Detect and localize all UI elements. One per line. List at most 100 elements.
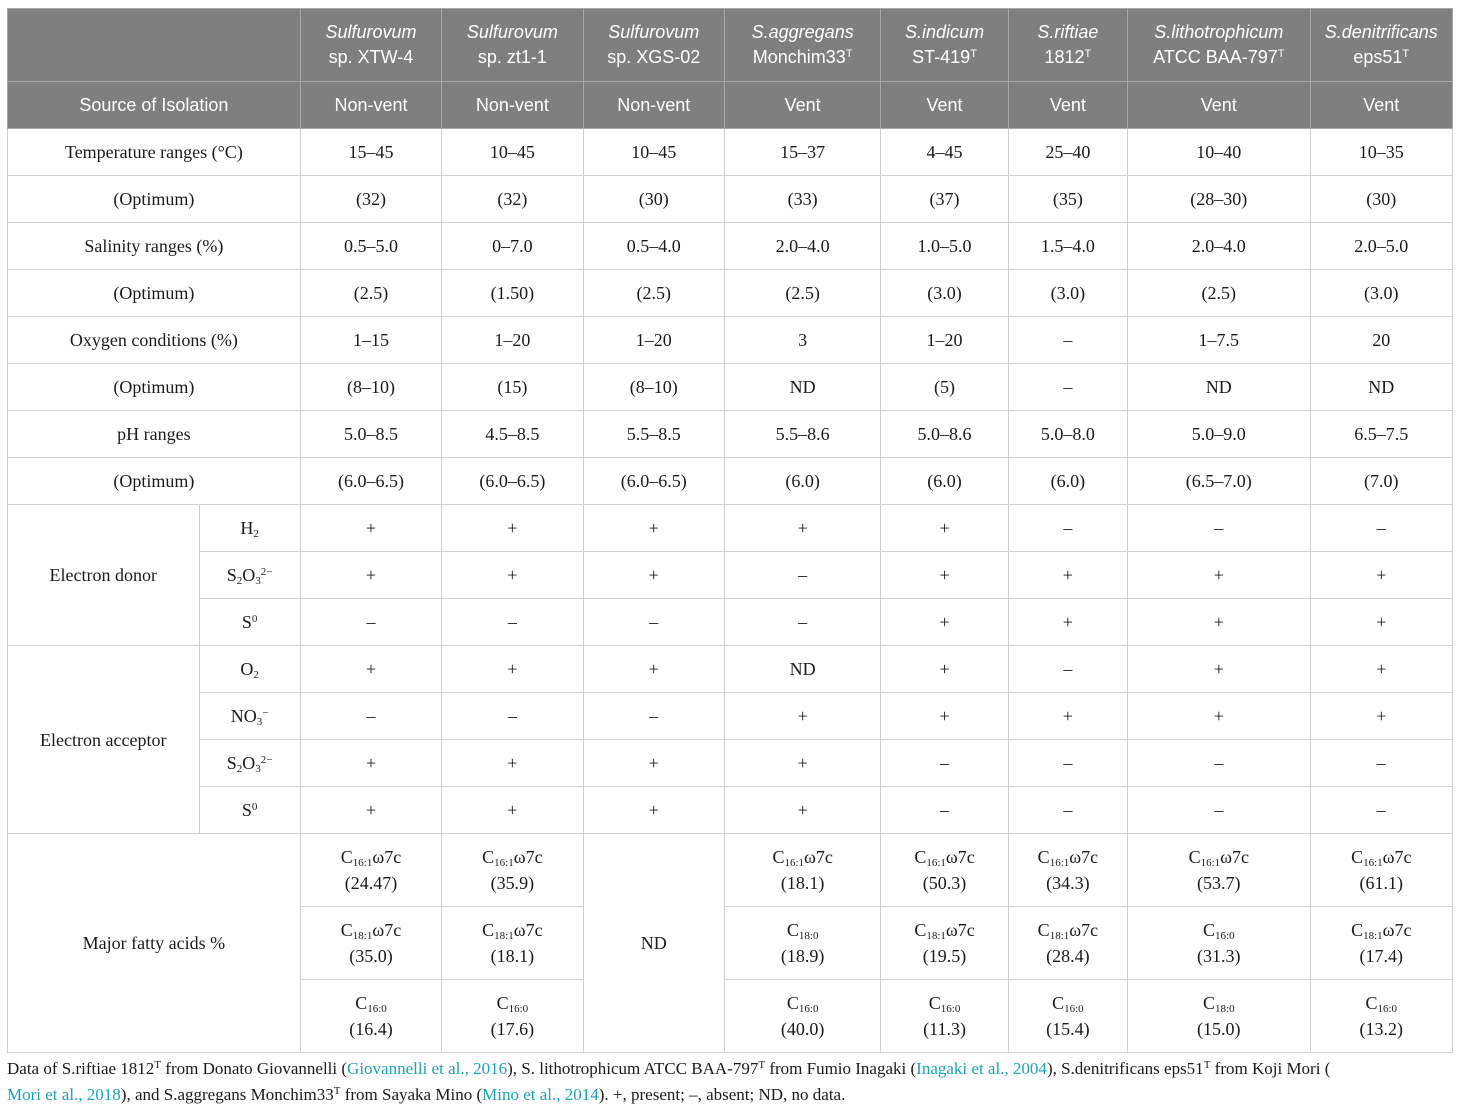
table-cell: 10–45: [582, 128, 725, 176]
citation-link[interactable]: Mino et al., 2014: [482, 1085, 599, 1104]
citation-link[interactable]: Mori et al., 2018: [7, 1085, 121, 1104]
table-cell: 0–7.0: [441, 222, 584, 270]
table-cell: +: [880, 645, 1009, 693]
strain-label: Monchim33: [752, 47, 846, 67]
fatty-acid-value: (28.4): [1046, 946, 1090, 966]
fatty-acid-name: C16:0: [1052, 993, 1084, 1015]
table-cell: 10–45: [441, 128, 584, 176]
substrate-label: NO3−: [198, 692, 301, 740]
table-cell: +: [1127, 645, 1311, 693]
carbon-index: 16:0: [367, 1003, 387, 1015]
species-header: S.aggregans Monchim33T: [723, 8, 882, 82]
formula-part: 2: [253, 528, 259, 540]
citation-link[interactable]: Giovannelli et al., 2016: [347, 1059, 508, 1078]
row-label: (Optimum): [7, 175, 301, 223]
table-cell: 1–20: [582, 316, 725, 364]
table-cell: +: [1309, 645, 1454, 693]
carbon-index: 16:0: [940, 1003, 961, 1015]
table-cell: +: [441, 504, 584, 552]
fatty-acid-name: C16:1ω7c: [1037, 847, 1099, 869]
fatty-acid-name: C16:0: [496, 993, 529, 1015]
fatty-acid-value: (50.3): [922, 873, 967, 893]
table-cell: +: [723, 739, 882, 787]
fatty-acid-name: C16:0: [355, 993, 387, 1015]
table-cell: (3.0): [880, 269, 1009, 317]
carbon-index: 16:1: [352, 857, 373, 869]
table-cell: –: [441, 598, 584, 646]
table-cell: (6.5–7.0): [1127, 457, 1311, 505]
table-cell: +: [1127, 551, 1311, 599]
donor-label: Electron donor: [7, 504, 200, 646]
table-cell: +: [880, 504, 1009, 552]
species-name: S.riftiae: [1037, 22, 1099, 42]
fatty-acid-name: C16:0: [1365, 993, 1398, 1015]
fatty-acid-cell: C16:1ω7c (61.1): [1309, 833, 1454, 907]
bond-suffix: ω7c: [513, 920, 543, 940]
table-cell: (6.0): [1007, 457, 1129, 505]
table-cell: +: [441, 786, 584, 834]
fatty-acid-value: (40.0): [780, 1019, 825, 1039]
footnote-text: ). +, present; –, absent; ND, no data.: [598, 1085, 846, 1104]
fatty-acid-cell: C18:0 (18.9): [723, 906, 882, 980]
table-cell: –: [1127, 739, 1311, 787]
substrate-label: O2: [198, 645, 301, 693]
table-cell: (15): [441, 363, 584, 411]
formula-part: O: [242, 565, 256, 585]
table-cell: –: [1007, 786, 1129, 834]
table-cell: (2.5): [582, 269, 725, 317]
fatty-acid-cell: C18:1ω7c (18.1): [441, 906, 584, 980]
citation-link[interactable]: Inagaki et al., 2004: [916, 1059, 1047, 1078]
table-cell: +: [1127, 692, 1311, 740]
table-cell: 2.0–5.0: [1309, 222, 1454, 270]
table-cell: +: [880, 551, 1009, 599]
table-row: Temperature ranges (°C) 15–45 10–45 10–45 15…: [7, 128, 1454, 176]
formula-part: 0: [251, 801, 258, 813]
table-cell: (6.0–6.5): [299, 457, 443, 505]
table-cell: 10–40: [1127, 128, 1311, 176]
fatty-acid-value: (61.1): [1359, 873, 1404, 893]
fatty-acid-value: (24.47): [344, 873, 398, 893]
table-cell: 4.5–8.5: [441, 410, 584, 458]
table-row: (Optimum) (6.0–6.5) (6.0–6.5) (6.0–6.5) (6.0…: [7, 457, 1454, 505]
table-cell: 6.5–7.5: [1309, 410, 1454, 458]
source-label: Source of Isolation: [7, 81, 301, 129]
formula-part: 3: [256, 716, 263, 728]
fatty-acid-name: C16:1ω7c: [482, 847, 543, 869]
fatty-acid-name: C18:0: [1203, 993, 1235, 1015]
carbon-index: 18:1: [1363, 930, 1383, 942]
fatty-acid-cell: C18:1ω7c (19.5): [880, 906, 1009, 980]
table-cell: –: [1007, 645, 1129, 693]
source-row: Source of Isolation Non-vent Non-vent No…: [7, 81, 1454, 129]
table-cell: (2.5): [723, 269, 882, 317]
fatty-acid-value: (15.4): [1046, 1019, 1090, 1039]
acceptor-label: Electron acceptor: [7, 645, 200, 834]
fatty-acid-value: (34.3): [1046, 873, 1090, 893]
footnote-sup: T: [758, 1059, 766, 1071]
fatty-acid-cell: C16:1ω7c (53.7): [1127, 833, 1311, 907]
fatty-acid-value: (18.9): [780, 946, 825, 966]
fatty-acid-value: (53.7): [1197, 873, 1241, 893]
table-cell: (8–10): [299, 363, 443, 411]
table-cell: ND: [723, 363, 882, 411]
fatty-acid-value: (17.6): [490, 1019, 535, 1039]
table-cell: –: [723, 551, 882, 599]
species-name: S.aggregans: [751, 22, 854, 42]
table-cell: –: [1007, 316, 1129, 364]
table-cell: (3.0): [1309, 269, 1454, 317]
table-cell: (6.0–6.5): [582, 457, 725, 505]
type-strain-mark: T: [1277, 48, 1285, 60]
row-label: (Optimum): [7, 457, 301, 505]
table-cell: +: [880, 692, 1009, 740]
fatty-acid-value: (31.3): [1197, 946, 1241, 966]
species-header: Sulfurovum sp. zt1-1: [441, 8, 584, 82]
header-corner: [7, 8, 301, 82]
table-cell: –: [1127, 504, 1311, 552]
fatty-acid-cell: C18:1ω7c (35.0): [299, 906, 443, 980]
footnote-text: from Koji Mori (: [1210, 1059, 1331, 1078]
fatty-acid-name: C18:0: [786, 920, 819, 942]
strain-label: 1812: [1044, 47, 1085, 67]
fatty-acid-name: C18:1ω7c: [914, 920, 975, 942]
species-name: Sulfurovum: [325, 22, 417, 42]
table-row: pH ranges 5.0–8.5 4.5–8.5 5.5–8.5 5.5–8.6 5.0…: [7, 410, 1454, 458]
table-cell: +: [1007, 692, 1129, 740]
